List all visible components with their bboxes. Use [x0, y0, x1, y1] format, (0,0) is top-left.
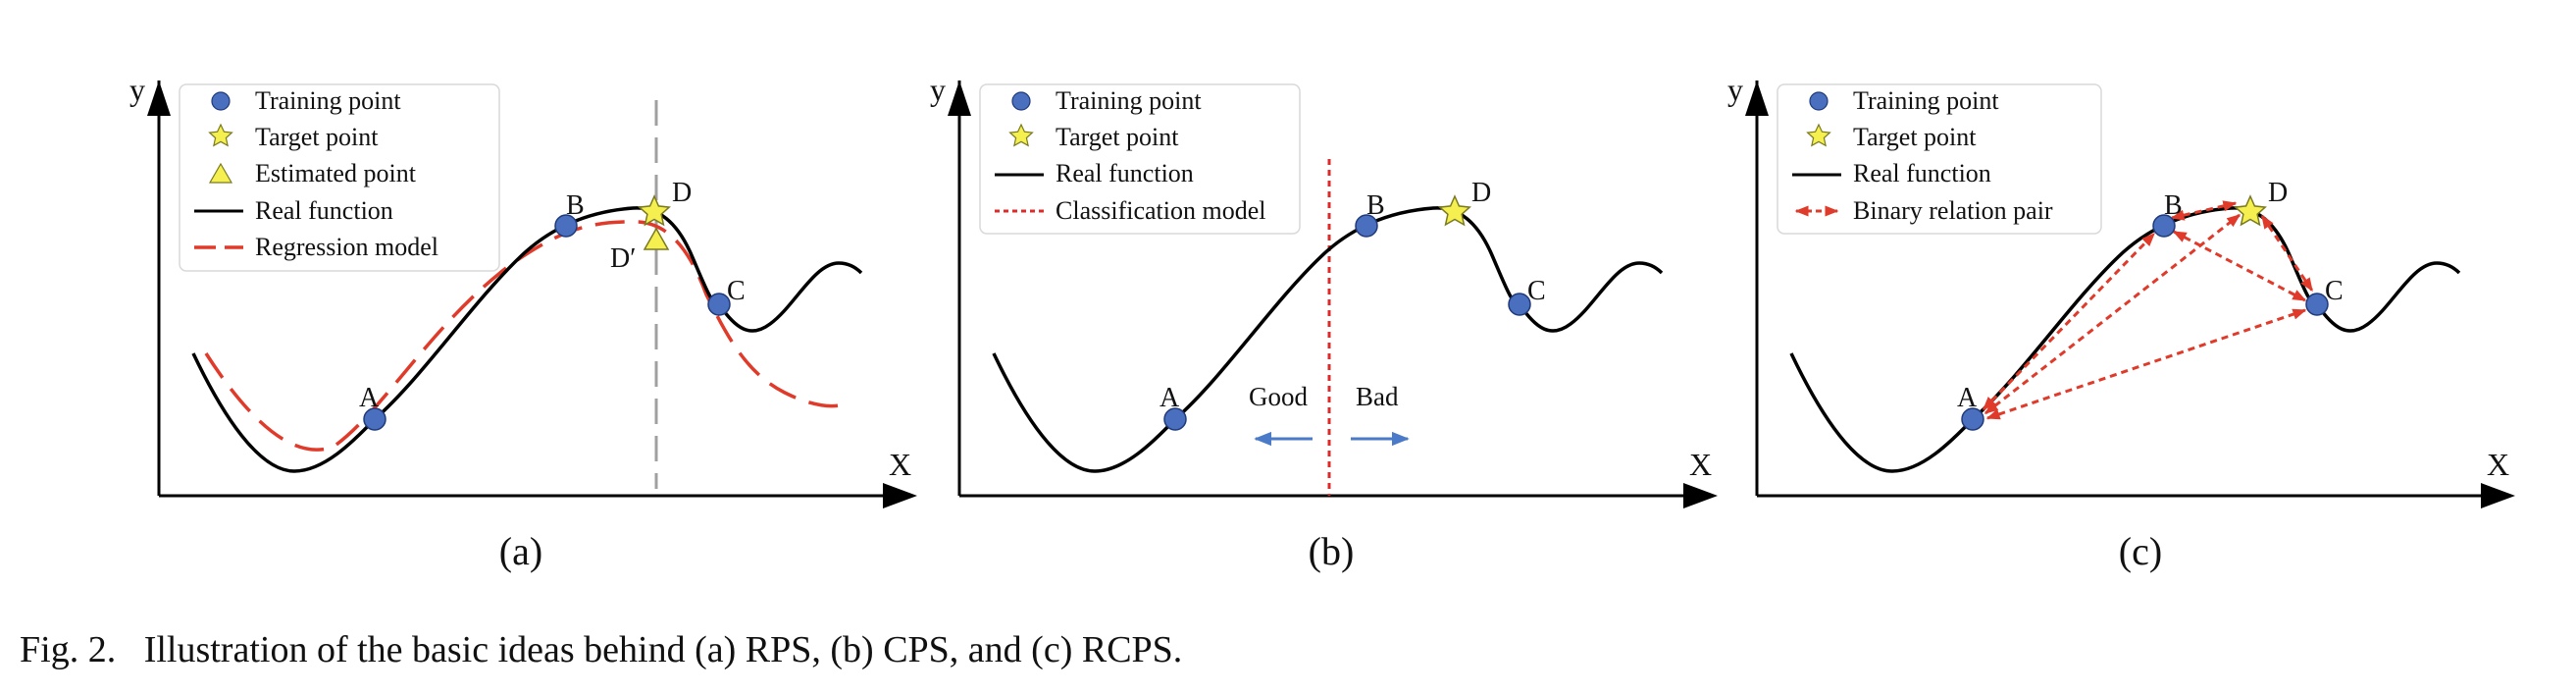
point-label-a: A — [359, 383, 380, 413]
binary-relation-pairs — [1982, 200, 2314, 420]
training-point-b — [1355, 214, 1378, 238]
region-label-bad: Bad — [1356, 382, 1399, 411]
real-function-curve — [191, 206, 863, 473]
legend: Training point Target point Estimated po… — [179, 83, 500, 272]
point-label-b: B — [1366, 190, 1385, 221]
point-label-c: C — [727, 276, 746, 306]
legend-item-label: Target point — [1056, 123, 1179, 151]
target-point-d — [1438, 194, 1471, 227]
region-label-good: Good — [1249, 382, 1308, 411]
training-point-icon — [1809, 91, 1829, 111]
real-function-curve — [1789, 206, 2461, 473]
point-label-b: B — [2164, 190, 2183, 221]
axes: y X — [129, 72, 917, 508]
point-label-a: A — [1957, 383, 1978, 413]
point-label-b: B — [566, 190, 585, 221]
panel-a: y X A B C D D′ Training point Target poi… — [129, 72, 917, 573]
y-axis-label: y — [1727, 72, 1743, 107]
point-label-dprime: D′ — [610, 243, 636, 274]
legend-item-label: Classification model — [1056, 196, 1265, 225]
panel-label: (a) — [499, 529, 542, 573]
legend-item-label: Real function — [1853, 159, 1991, 187]
point-label-a: A — [1159, 383, 1180, 413]
training-point-b — [554, 214, 578, 238]
training-point-c — [707, 293, 731, 316]
point-label-c: C — [2325, 276, 2344, 306]
estimated-point-icon — [208, 162, 233, 184]
legend-item-label: Target point — [1853, 123, 1977, 151]
legend-item-label: Real function — [255, 196, 393, 225]
y-axis-label: y — [129, 72, 145, 107]
x-axis-label: X — [1689, 447, 1712, 482]
legend-item-label: Real function — [1056, 159, 1194, 187]
legend: Training point Target point Real functio… — [1777, 83, 2102, 235]
legend: Training point Target point Real functio… — [979, 83, 1301, 235]
target-point-icon — [208, 123, 233, 147]
legend-item-label: Training point — [1853, 86, 1999, 115]
legend-item-label: Training point — [1056, 86, 1202, 115]
training-point-b — [2152, 214, 2176, 238]
legend-item-label: Training point — [255, 86, 401, 115]
point-label-d: D — [672, 178, 692, 208]
x-axis-label: X — [889, 447, 911, 482]
point-label-c: C — [1527, 276, 1546, 306]
training-point-c — [2305, 293, 2329, 316]
training-point-a — [363, 407, 386, 431]
regression-model-curve — [204, 220, 845, 452]
target-point-icon — [1008, 123, 1034, 147]
target-point-d — [638, 194, 671, 227]
training-point-a — [1961, 407, 1984, 431]
y-axis-label: y — [930, 72, 946, 107]
point-label-d: D — [2268, 178, 2288, 208]
relation-b-c — [2172, 230, 2307, 302]
relation-a-c — [1985, 308, 2307, 420]
panel-b: y X A B C D Good Bad Training point Targ… — [930, 72, 1718, 573]
figure-caption: Fig. 2. Illustration of the basic ideas … — [20, 629, 1183, 670]
panel-c: y X A B C D Training point Target point — [1727, 72, 2515, 573]
panel-label: (c) — [2119, 529, 2162, 573]
target-point-icon — [1806, 123, 1831, 147]
training-point-icon — [1011, 91, 1031, 111]
relation-a-b — [1982, 232, 2156, 411]
estimated-point-dprime — [643, 227, 670, 250]
legend-item-label: Binary relation pair — [1853, 196, 2053, 225]
target-point-d — [2234, 194, 2267, 227]
training-point-a — [1163, 407, 1187, 431]
legend-item-label: Target point — [255, 123, 379, 151]
legend-item-label: Estimated point — [255, 159, 417, 187]
legend-item-label: Regression model — [255, 233, 438, 261]
x-axis-label: X — [2487, 447, 2509, 482]
training-point-icon — [211, 91, 231, 111]
panel-label: (b) — [1309, 529, 1355, 573]
real-function-curve — [992, 206, 1664, 473]
point-label-d: D — [1471, 178, 1491, 208]
training-point-c — [1508, 293, 1531, 316]
axes: y X — [1727, 72, 2515, 508]
relation-d-c — [2260, 214, 2314, 293]
relation-a-d — [1984, 213, 2241, 415]
